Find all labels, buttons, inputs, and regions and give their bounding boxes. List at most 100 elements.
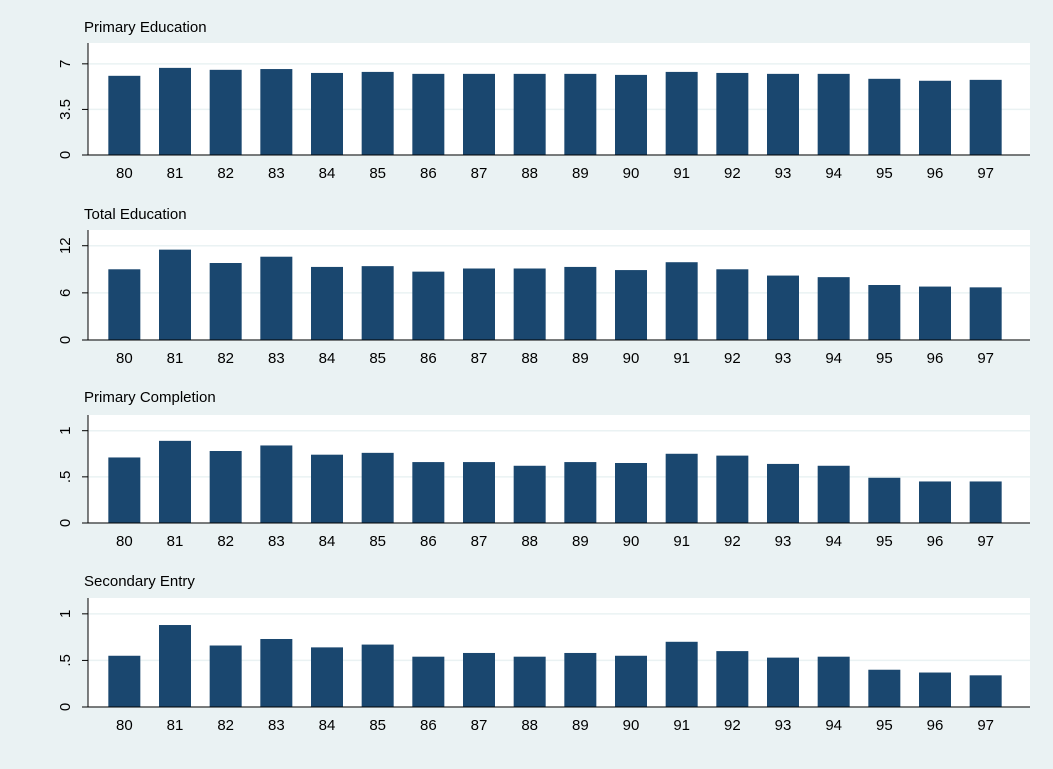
bar <box>767 657 799 707</box>
x-tick-label: 80 <box>116 350 133 367</box>
x-tick-label: 88 <box>521 165 538 182</box>
x-tick-label: 97 <box>977 350 994 367</box>
x-tick-label: 92 <box>724 165 741 182</box>
x-tick-label: 89 <box>572 533 589 550</box>
bar <box>919 672 951 707</box>
x-tick-label: 87 <box>471 350 488 367</box>
x-tick-label: 85 <box>369 717 386 734</box>
x-tick-label: 97 <box>977 717 994 734</box>
bar <box>361 71 394 155</box>
x-tick-label: 94 <box>825 717 842 734</box>
bar <box>919 481 951 523</box>
x-tick-label: 81 <box>167 717 184 734</box>
x-tick-label: 86 <box>420 165 437 182</box>
y-tick-label: 6 <box>57 289 74 297</box>
x-tick-label: 84 <box>319 350 336 367</box>
x-tick-label: 93 <box>775 165 792 182</box>
bar <box>919 286 951 340</box>
bar <box>665 71 698 155</box>
bar <box>463 268 495 340</box>
panel-title: Total Education <box>84 206 187 223</box>
x-tick-label: 84 <box>319 717 336 734</box>
x-tick-label: 94 <box>825 165 842 182</box>
x-tick-label: 84 <box>319 165 336 182</box>
x-tick-label: 91 <box>673 165 690 182</box>
bar <box>463 462 495 523</box>
bar <box>716 651 749 707</box>
bar <box>868 669 901 707</box>
panel-title: Secondary Entry <box>84 573 195 590</box>
bar <box>361 452 394 523</box>
bar <box>209 451 242 523</box>
bar <box>716 269 749 340</box>
x-tick-label: 95 <box>876 165 893 182</box>
bar <box>260 256 293 340</box>
x-tick-label: 82 <box>217 350 234 367</box>
bar <box>513 268 546 340</box>
bar <box>311 647 343 707</box>
x-tick-label: 91 <box>673 717 690 734</box>
x-tick-label: 95 <box>876 717 893 734</box>
y-tick-label: .5 <box>57 471 74 484</box>
x-tick-label: 89 <box>572 717 589 734</box>
x-tick-label: 93 <box>775 717 792 734</box>
bar <box>615 655 647 707</box>
bar <box>108 269 141 340</box>
x-tick-label: 82 <box>217 717 234 734</box>
bar <box>361 266 394 340</box>
x-tick-label: 95 <box>876 350 893 367</box>
bar <box>209 69 242 155</box>
bar <box>564 652 597 707</box>
bar <box>969 287 1002 340</box>
x-tick-label: 97 <box>977 533 994 550</box>
bar <box>209 645 242 707</box>
bar <box>817 656 850 707</box>
bar <box>412 656 445 707</box>
x-tick-label: 90 <box>623 350 640 367</box>
bar <box>564 73 597 155</box>
bar <box>260 69 293 155</box>
y-tick-label: 0 <box>57 703 74 711</box>
y-tick-label: 0 <box>57 151 74 159</box>
x-tick-label: 87 <box>471 165 488 182</box>
x-tick-label: 92 <box>724 350 741 367</box>
bar <box>159 67 191 155</box>
bar <box>108 75 141 155</box>
panel-title: Primary Completion <box>84 389 216 406</box>
bar <box>716 455 749 523</box>
x-tick-label: 80 <box>116 165 133 182</box>
bar <box>716 72 749 155</box>
x-tick-label: 82 <box>217 533 234 550</box>
y-tick-label: 3.5 <box>57 99 74 120</box>
bar <box>159 440 191 523</box>
x-tick-label: 81 <box>167 350 184 367</box>
x-tick-label: 81 <box>167 533 184 550</box>
x-tick-label: 85 <box>369 165 386 182</box>
y-tick-label: 0 <box>57 336 74 344</box>
bar <box>969 79 1002 155</box>
x-tick-label: 91 <box>673 350 690 367</box>
bar <box>817 73 850 155</box>
bar <box>767 275 799 340</box>
x-tick-label: 93 <box>775 350 792 367</box>
bar <box>159 249 191 340</box>
x-tick-label: 86 <box>420 717 437 734</box>
bar <box>108 655 141 707</box>
x-tick-label: 95 <box>876 533 893 550</box>
y-tick-label: 12 <box>57 237 74 254</box>
x-tick-label: 90 <box>623 717 640 734</box>
x-tick-label: 93 <box>775 533 792 550</box>
bar <box>412 73 445 155</box>
x-tick-label: 83 <box>268 533 285 550</box>
bar <box>969 481 1002 523</box>
bar <box>767 73 799 155</box>
y-tick-label: 1 <box>57 610 74 618</box>
bar <box>919 80 951 155</box>
bar <box>868 477 901 523</box>
bar <box>412 462 445 523</box>
panel-title: Primary Education <box>84 19 207 36</box>
x-tick-label: 87 <box>471 717 488 734</box>
bar <box>564 462 597 523</box>
bar <box>159 625 191 707</box>
